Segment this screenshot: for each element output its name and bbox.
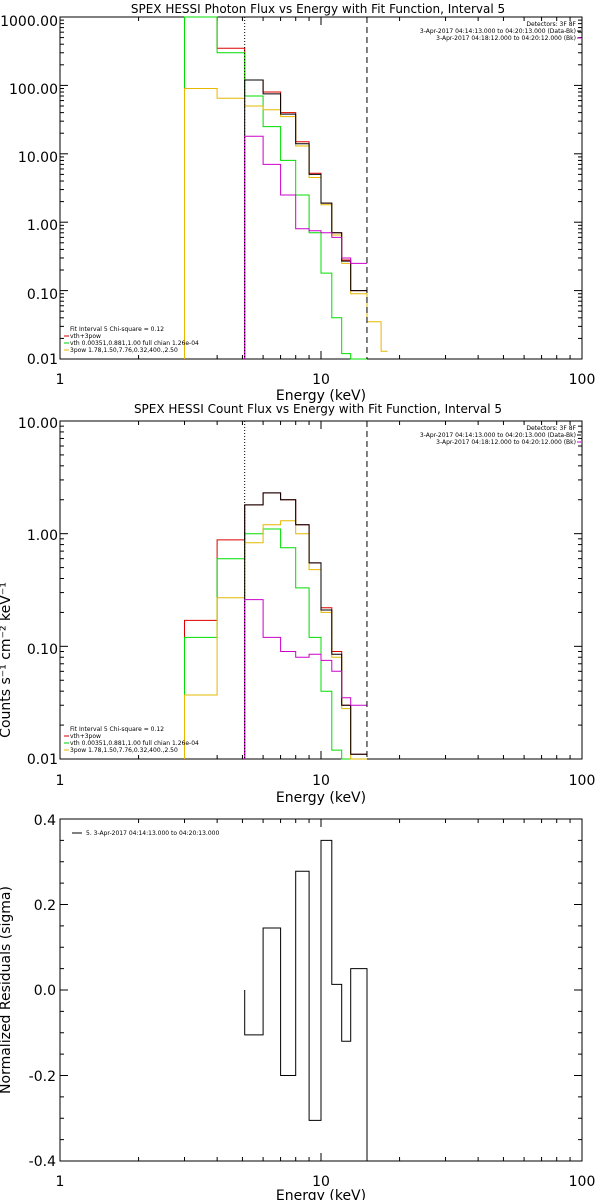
residuals-ticks (59, 818, 582, 1162)
count-series-data-bk (244, 492, 367, 759)
count-xtick-1: 1 (56, 773, 65, 789)
count-legend-bottomleft-3: 3pow 1.78,1.50,7.76,0.32,400.,2.50 (70, 747, 178, 754)
photon-ytick-10: 10.00 (18, 150, 58, 166)
photon-series-vth (184, 16, 367, 360)
photon-ytick-1000: 1000.00 (0, 14, 58, 30)
photon-legend-bottomleft-1: vth+3pow (70, 333, 101, 340)
count-ytick-1: 1.00 (27, 528, 58, 544)
count-series-group (184, 492, 367, 760)
count-legend-bottomleft-2: vth 0.00351,0.881,1.00 full chian 1.26e-… (70, 740, 199, 747)
resid-series-residuals (244, 839, 368, 1161)
photon-legend-bottomleft-2: vth 0.00351,0.881,1.00 full chian 1.26e-… (70, 340, 199, 347)
photon-legend-topright-1: 3-Apr-2017 04:14:13.000 to 04:20:13.000 … (420, 28, 576, 35)
count-series-bk (244, 599, 367, 759)
resid-xtick-10: 10 (312, 1174, 330, 1190)
photon-vlines (244, 17, 368, 359)
count-x-axis-label: Energy (keV) (276, 790, 366, 806)
photon-legend-topright-2: 3-Apr-2017 04:18:12.000 to 04:20:12.000 … (436, 35, 576, 42)
resid-ytick-m0p2: -0.2 (29, 1069, 56, 1085)
count-xtick-100: 100 (569, 773, 596, 789)
resid-ytick-0p2: 0.2 (34, 898, 56, 914)
photon-ytick-100: 100.00 (9, 82, 58, 98)
photon-flux-panel: SPEX HESSI Photon Flux vs Energy with Fi… (0, 2, 595, 404)
photon-legend: Detectors: 3F 8F3-Apr-2017 04:14:13.000 … (64, 21, 581, 354)
resid-xtick-1: 1 (56, 1174, 65, 1190)
count-ticks (59, 421, 582, 760)
count-legend-bottomleft-1: vth+3pow (70, 733, 101, 740)
photon-series-bk (244, 135, 367, 359)
photon-xtick-100: 100 (569, 372, 596, 388)
photon-ytick-1: 1.00 (27, 218, 58, 234)
count-y-axis-label-clipped: Counts s⁻¹ cm⁻² keV⁻¹ (0, 582, 14, 738)
photon-xtick-1: 1 (56, 372, 65, 388)
count-ytick-10: 10.00 (18, 416, 58, 432)
count-vlines (244, 421, 368, 759)
count-panel-title: SPEX HESSI Count Flux vs Energy with Fit… (134, 402, 502, 416)
residuals-legend: 5. 3-Apr-2017 04:14:13.000 to 04:20:13.0… (72, 830, 219, 837)
resid-x-axis-label: Energy (keV) (276, 1188, 366, 1200)
resid-y-axis-label: Normalized Residuals (sigma) (0, 886, 14, 1094)
resid-ytick-0p4: 0.4 (34, 813, 56, 829)
count-series-vth-3pow (184, 492, 367, 759)
resid-legend-topleft-0: 5. 3-Apr-2017 04:14:13.000 to 04:20:13.0… (86, 830, 219, 837)
photon-series-3pow (184, 88, 388, 359)
count-legend-bottomleft-0: Fit Interval 5 Chi-square = 0.12 (70, 726, 164, 733)
count-legend-topright-2: 3-Apr-2017 04:18:12.000 to 04:20:12.000 … (436, 439, 576, 446)
photon-legend-topright-0: Detectors: 3F 8F (526, 21, 576, 28)
count-ytick-0p1: 0.10 (27, 642, 58, 658)
photon-panel-title: SPEX HESSI Photon Flux vs Energy with Fi… (131, 2, 505, 16)
photon-legend-bottomleft-0: Fit Interval 5 Chi-square = 0.12 (70, 326, 164, 333)
count-legend-topright-0: Detectors: 3F 8F (526, 425, 576, 432)
photon-legend-bottomleft-3: 3pow 1.78,1.50,7.76,0.32,400.,2.50 (70, 347, 178, 354)
count-ytick-0p01: 0.01 (27, 752, 58, 768)
count-series-3pow (184, 520, 367, 760)
residuals-series-group (244, 839, 368, 1161)
count-xtick-10: 10 (312, 773, 330, 789)
count-legend: Detectors: 3F 8F3-Apr-2017 04:14:13.000 … (64, 425, 581, 754)
photon-x-axis-label: Energy (keV) (276, 388, 366, 404)
photon-ytick-0p1: 0.10 (27, 287, 58, 303)
resid-ytick-0: 0.0 (34, 983, 56, 999)
photon-xtick-10: 10 (312, 372, 330, 388)
photon-series-vth-3pow (184, 16, 367, 359)
photon-series-data-bk (244, 79, 367, 359)
resid-xtick-100: 100 (569, 1174, 596, 1190)
photon-ytick-0p01: 0.01 (27, 352, 58, 368)
resid-ytick-m0p4: -0.4 (29, 1154, 56, 1170)
count-legend-topright-1: 3-Apr-2017 04:14:13.000 to 04:20:13.000 … (420, 432, 576, 439)
photon-series-group (184, 16, 388, 360)
residuals-panel: 5. 3-Apr-2017 04:14:13.000 to 04:20:13.0… (0, 813, 596, 1204)
count-series-vth (184, 528, 367, 760)
count-flux-panel: SPEX HESSI Count Flux vs Energy with Fit… (0, 402, 595, 806)
